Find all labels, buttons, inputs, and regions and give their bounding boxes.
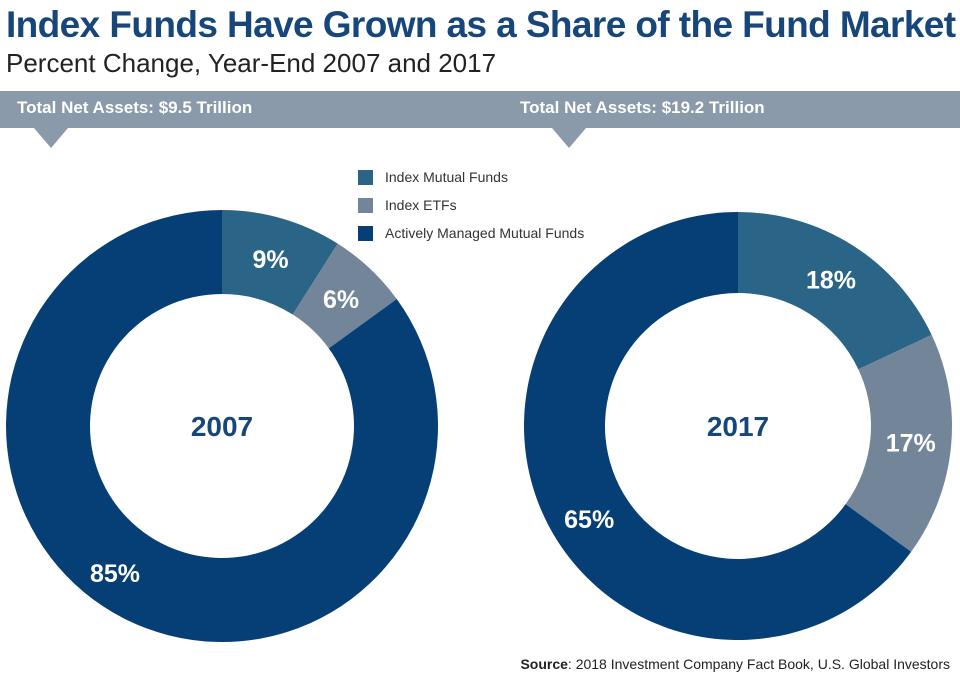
chart-legend: Index Mutual Funds Index ETFs Actively M…	[358, 163, 584, 247]
donut-slice-actively-managed-mutual-funds	[5, 209, 438, 643]
legend-label: Actively Managed Mutual Funds	[385, 225, 585, 241]
assets-banner	[0, 91, 960, 128]
banner-right-pointer	[552, 128, 586, 148]
slice-value-label: 17%	[886, 429, 936, 457]
donut-slice-actively-managed-mutual-funds	[524, 212, 912, 640]
legend-swatch	[358, 197, 373, 213]
donut-slice-index-etfs	[845, 334, 952, 552]
donut-slice-index-etfs	[292, 243, 397, 349]
slice-value-label: 65%	[564, 506, 614, 534]
legend-swatch	[358, 169, 373, 185]
legend-swatch	[358, 225, 373, 241]
donut-center-year: 2007	[191, 411, 253, 442]
banner-left-pointer	[34, 128, 68, 148]
legend-item-index-etfs: Index ETFs	[358, 191, 584, 219]
donut-center-year: 2017	[707, 411, 769, 442]
source-label: Source	[520, 656, 568, 672]
donut-slice-index-mutual-funds	[222, 210, 338, 315]
chart-subtitle: Percent Change, Year-End 2007 and 2017	[6, 48, 497, 78]
source-text: : 2018 Investment Company Fact Book, U.S…	[567, 656, 950, 672]
legend-item-actively-managed: Actively Managed Mutual Funds	[358, 219, 584, 247]
legend-label: Index ETFs	[385, 197, 457, 213]
banner-left-label: Total Net Assets: $9.5 Trillion	[17, 98, 253, 117]
slice-value-label: 85%	[90, 560, 140, 588]
donut-slice-index-mutual-funds	[738, 212, 932, 370]
chart-title: Index Funds Have Grown as a Share of the…	[6, 4, 956, 45]
slice-value-label: 18%	[806, 267, 856, 295]
legend-label: Index Mutual Funds	[385, 169, 508, 185]
source-note: Source: 2018 Investment Company Fact Boo…	[520, 656, 950, 672]
slice-value-label: 9%	[252, 246, 288, 274]
banner-right-label: Total Net Assets: $19.2 Trillion	[520, 98, 765, 117]
slice-value-label: 6%	[323, 286, 359, 314]
legend-item-index-mutual-funds: Index Mutual Funds	[358, 163, 584, 191]
